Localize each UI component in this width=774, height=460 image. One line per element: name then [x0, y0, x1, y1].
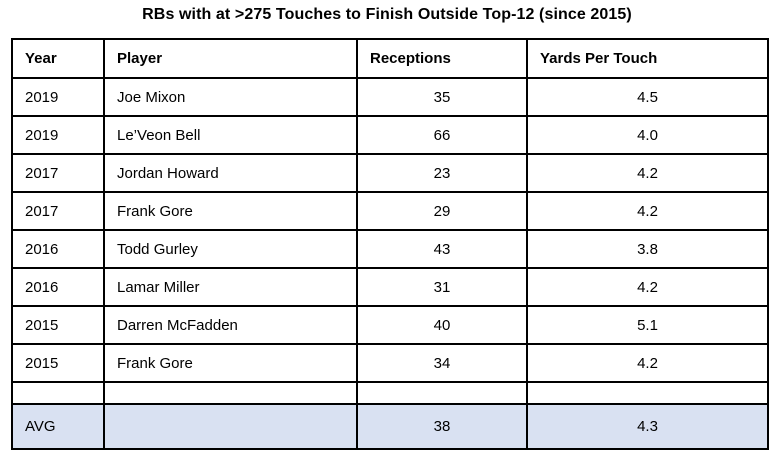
table-row: 2015 Frank Gore 34 4.2	[11, 343, 769, 383]
cell-receptions: 35	[356, 77, 528, 117]
cell-receptions: 29	[356, 191, 528, 231]
cell-ypt: 4.2	[526, 343, 769, 383]
cell-year: 2016	[11, 267, 105, 307]
cell-year: 2019	[11, 77, 105, 117]
cell-player: Darren McFadden	[103, 305, 358, 345]
avg-player-cell	[103, 403, 358, 450]
cell-ypt: 4.2	[526, 267, 769, 307]
cell-ypt: 3.8	[526, 229, 769, 269]
table-row: 2016 Todd Gurley 43 3.8	[11, 229, 769, 269]
table-header-row: Year Player Receptions Yards Per Touch	[11, 38, 769, 79]
cell-receptions: 66	[356, 115, 528, 155]
cell-player: Todd Gurley	[103, 229, 358, 269]
avg-ypt: 4.3	[526, 403, 769, 450]
cell-receptions: 34	[356, 343, 528, 383]
column-header-year: Year	[11, 38, 105, 79]
cell-receptions: 40	[356, 305, 528, 345]
column-header-player: Player	[103, 38, 358, 79]
table-row: 2019 Joe Mixon 35 4.5	[11, 77, 769, 117]
spacer-row	[11, 381, 769, 405]
cell-year: 2017	[11, 153, 105, 193]
cell-player: Joe Mixon	[103, 77, 358, 117]
page-title: RBs with at >275 Touches to Finish Outsi…	[142, 6, 632, 23]
cell-player: Le’Veon Bell	[103, 115, 358, 155]
cell-ypt: 4.2	[526, 153, 769, 193]
cell-year: 2017	[11, 191, 105, 231]
column-header-receptions: Receptions	[356, 38, 528, 79]
avg-label: AVG	[11, 403, 105, 450]
cell-player: Lamar Miller	[103, 267, 358, 307]
rb-touches-table: Year Player Receptions Yards Per Touch 2…	[11, 38, 769, 450]
spacer-cell	[526, 381, 769, 405]
spacer-cell	[103, 381, 358, 405]
table-row: 2015 Darren McFadden 40 5.1	[11, 305, 769, 345]
avg-receptions: 38	[356, 403, 528, 450]
cell-ypt: 4.5	[526, 77, 769, 117]
table-row: 2017 Frank Gore 29 4.2	[11, 191, 769, 231]
cell-player: Frank Gore	[103, 343, 358, 383]
cell-year: 2019	[11, 115, 105, 155]
table-row: 2017 Jordan Howard 23 4.2	[11, 153, 769, 193]
cell-year: 2016	[11, 229, 105, 269]
table-row: 2016 Lamar Miller 31 4.2	[11, 267, 769, 307]
cell-year: 2015	[11, 305, 105, 345]
cell-receptions: 23	[356, 153, 528, 193]
cell-player: Jordan Howard	[103, 153, 358, 193]
column-header-ypt: Yards Per Touch	[526, 38, 769, 79]
spacer-cell	[11, 381, 105, 405]
avg-row: AVG 38 4.3	[11, 403, 769, 450]
cell-year: 2015	[11, 343, 105, 383]
cell-ypt: 4.2	[526, 191, 769, 231]
cell-receptions: 31	[356, 267, 528, 307]
cell-receptions: 43	[356, 229, 528, 269]
cell-ypt: 5.1	[526, 305, 769, 345]
cell-ypt: 4.0	[526, 115, 769, 155]
cell-player: Frank Gore	[103, 191, 358, 231]
spacer-cell	[356, 381, 528, 405]
table-row: 2019 Le’Veon Bell 66 4.0	[11, 115, 769, 155]
